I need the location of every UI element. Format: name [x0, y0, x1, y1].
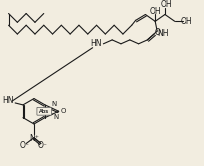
Text: N⁺: N⁺	[29, 134, 39, 143]
Text: HN: HN	[3, 96, 14, 106]
Text: N: N	[54, 114, 59, 120]
Text: Abs: Abs	[39, 109, 49, 114]
Text: HN: HN	[90, 39, 101, 48]
Text: OH: OH	[161, 0, 173, 9]
Text: O: O	[61, 108, 66, 114]
Text: O⁻: O⁻	[38, 141, 48, 150]
Text: N: N	[52, 101, 57, 108]
Text: OH: OH	[149, 7, 161, 16]
Text: Abs: Abs	[39, 109, 49, 114]
Text: O: O	[154, 28, 160, 37]
Text: NH: NH	[157, 29, 169, 38]
Text: OH: OH	[181, 17, 192, 26]
FancyBboxPatch shape	[37, 107, 52, 115]
Text: O⁻: O⁻	[19, 141, 29, 150]
